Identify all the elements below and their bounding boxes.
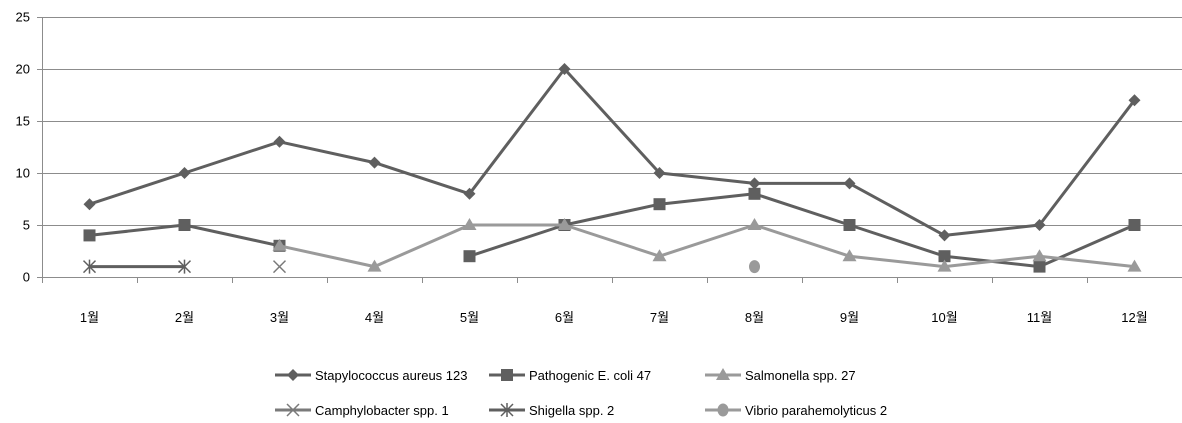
data-point — [749, 260, 760, 274]
series-line — [89, 67, 1136, 237]
legend-item: Salmonella spp. 27 — [705, 368, 856, 383]
data-point — [272, 260, 287, 274]
data-point — [653, 167, 666, 179]
data-point — [178, 219, 191, 231]
data-point — [652, 249, 667, 262]
y-tick-label: 5 — [23, 218, 30, 233]
data-point — [463, 187, 476, 200]
legend-marker — [501, 369, 513, 381]
series-0 — [83, 63, 1141, 242]
data-point — [653, 198, 666, 211]
legend-item: Vibrio parahemolyticus 2 — [705, 403, 887, 418]
y-tick-label: 10 — [16, 166, 30, 181]
x-tick-label: 11월 — [1027, 310, 1052, 325]
data-point — [843, 177, 856, 190]
legend-label: Shigella spp. 2 — [529, 403, 614, 418]
y-tick-label: 25 — [16, 10, 30, 25]
data-point — [463, 250, 476, 263]
x-tick-label: 1월 — [80, 310, 99, 325]
y-tick-label: 20 — [16, 62, 30, 77]
data-point — [462, 218, 477, 230]
x-tick-label: 2월 — [175, 310, 194, 325]
legend-label: Vibrio parahemolyticus 2 — [745, 403, 887, 418]
data-point — [938, 250, 951, 263]
series-5 — [749, 260, 760, 274]
data-point — [1032, 249, 1047, 262]
data-point — [82, 259, 97, 274]
series-line — [469, 192, 1136, 269]
data-point — [747, 218, 762, 230]
x-tick-label: 5월 — [460, 310, 479, 325]
x-tick-label: 10월 — [931, 310, 957, 325]
data-point — [1033, 260, 1046, 273]
x-tick-label: 8월 — [745, 310, 764, 325]
series-2 — [272, 218, 1142, 272]
legend-marker — [716, 368, 730, 380]
data-point — [177, 259, 192, 274]
series-group — [82, 63, 1142, 274]
x-tick-label: 6월 — [555, 310, 574, 325]
series-line — [279, 223, 1135, 269]
legend: Stapylococcus aureus 123 Pathogenic E. co… — [275, 368, 887, 418]
legend-marker — [287, 369, 299, 381]
x-tick-label: 12월 — [1121, 310, 1147, 325]
data-point — [1128, 219, 1141, 231]
gridlines — [42, 17, 1182, 278]
data-point — [178, 167, 191, 179]
data-point — [272, 238, 287, 251]
legend-label: Pathogenic E. coli 47 — [529, 368, 651, 383]
data-point — [558, 63, 571, 75]
series-3 — [272, 260, 287, 274]
data-point — [748, 177, 761, 190]
y-tick-label: 0 — [23, 270, 30, 285]
legend-item: Camphylobacter spp. 1 — [275, 403, 449, 418]
data-point — [83, 229, 96, 242]
legend-item: Stapylococcus aureus 123 — [275, 368, 467, 383]
legend-marker — [500, 403, 514, 417]
x-tick-label: 9월 — [840, 310, 859, 325]
legend-label: Stapylococcus aureus 123 — [315, 368, 467, 383]
legend-marker — [286, 403, 300, 417]
series-4 — [82, 259, 192, 274]
x-tick-label: 3월 — [270, 310, 289, 325]
x-tick-label: 7월 — [650, 310, 669, 325]
legend-marker — [717, 403, 729, 417]
x-tick-label: 4월 — [365, 310, 384, 325]
data-point — [938, 229, 951, 242]
data-point — [748, 187, 761, 200]
legend-item: Shigella spp. 2 — [489, 403, 614, 418]
y-tick-label: 15 — [16, 114, 30, 129]
data-point — [273, 135, 286, 148]
legend-item: Pathogenic E. coli 47 — [489, 368, 651, 383]
data-point — [937, 259, 952, 272]
data-point — [83, 198, 96, 211]
data-point — [368, 156, 381, 169]
legend-label: Salmonella spp. 27 — [745, 368, 856, 383]
data-point — [1128, 94, 1141, 107]
data-point — [843, 219, 856, 231]
legend-label: Camphylobacter spp. 1 — [315, 403, 449, 418]
data-point — [1033, 219, 1046, 231]
data-point — [842, 249, 857, 262]
data-point — [557, 218, 572, 230]
axes: 0 5 10 15 20 25 1월 2월 3월 4월 5월 6월 7월 8월 9월 10월 11월 12월 — [16, 10, 1148, 326]
data-point — [367, 259, 382, 272]
data-point — [1127, 259, 1142, 272]
